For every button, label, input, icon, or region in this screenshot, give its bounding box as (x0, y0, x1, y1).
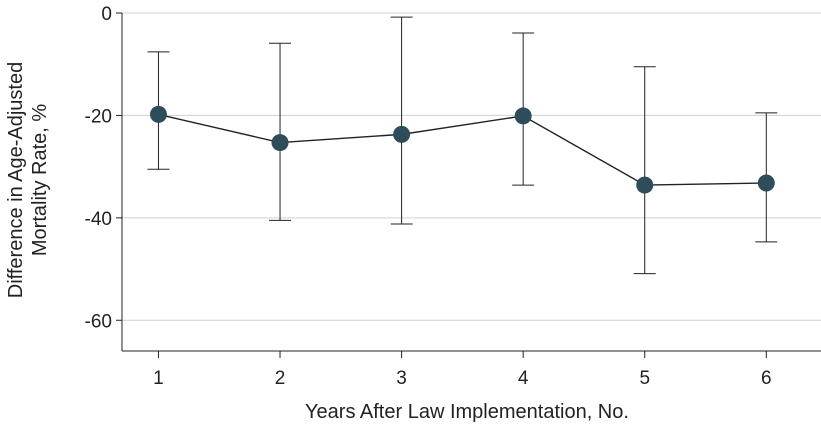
x-tick-label-3: 4 (518, 368, 529, 389)
x-tick-label-5: 6 (761, 368, 772, 389)
y-tick-label-1: -20 (85, 106, 112, 127)
data-points (149, 105, 775, 194)
axis-labels: Years After Law Implementation, No. Diff… (5, 62, 629, 423)
data-point-2 (271, 134, 289, 152)
x-axis-title: Years After Law Implementation, No. (305, 401, 629, 423)
x-tick-label-0: 1 (153, 368, 164, 389)
y-tick-label-2: -40 (85, 209, 112, 230)
x-tick-label-4: 5 (639, 368, 650, 389)
data-point-3 (393, 125, 411, 143)
y-tick-label-3: -60 (85, 311, 112, 332)
series-line (158, 113, 767, 186)
data-point-5 (636, 176, 654, 194)
x-tick-label-1: 2 (275, 368, 286, 389)
y-axis-title-line-2: Mortality Rate, % (29, 104, 51, 256)
data-point-4 (514, 107, 532, 125)
y-axis-title-line-1: Difference in Age-Adjusted (5, 62, 27, 298)
data-point-6 (757, 174, 775, 192)
error-bars (147, 16, 778, 275)
gridlines (122, 12, 821, 321)
x-tick-label-2: 3 (396, 368, 407, 389)
series-line-group (158, 113, 767, 186)
y-tick-label-0: 0 (101, 4, 112, 25)
data-point-1 (149, 105, 167, 123)
axes: 0 -20 -40 -60 1 2 3 4 5 6 (85, 4, 821, 389)
